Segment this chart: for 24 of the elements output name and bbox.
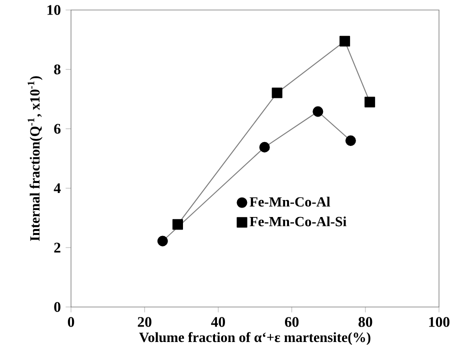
y-tick-label: 10 (47, 5, 60, 15)
x-tick-label: 100 (429, 317, 450, 327)
y-tick-label: 4 (54, 183, 61, 194)
y-tick-label: 6 (54, 124, 61, 134)
point (157, 236, 168, 246)
y-tick-label: 0 (54, 302, 60, 312)
y-axis-title: Internal fraction(Q$^{-1}$, x10$^{-1}$) (28, 76, 42, 241)
point (364, 96, 376, 108)
legend-label: Fe-Mn-Co-Al-Si (250, 216, 346, 226)
point (340, 36, 350, 46)
x-tick-label: 80 (358, 317, 372, 327)
x-axis-title: Volume fraction of α‘+ε martensite(%) (139, 332, 370, 345)
point (345, 135, 356, 146)
point (272, 88, 282, 98)
x-tick-label: 60 (284, 317, 299, 327)
legend-label: Fe-Mn-Co-Al (250, 196, 330, 207)
point (259, 142, 270, 152)
x-tick-label: 40 (211, 317, 225, 327)
point (172, 219, 183, 230)
y-tick-label: 2 (54, 242, 60, 252)
y-tick-label: 8 (54, 64, 60, 74)
x-tick-label: 20 (138, 317, 152, 327)
x-tick-label: 0 (68, 317, 74, 327)
point (312, 106, 324, 117)
